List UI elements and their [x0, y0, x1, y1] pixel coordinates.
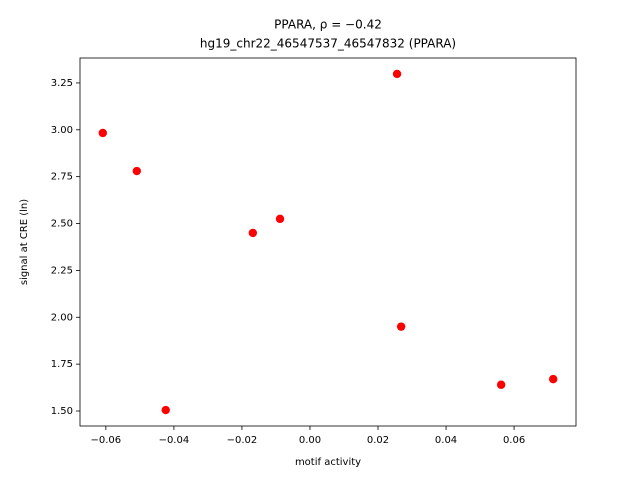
y-axis-label: signal at CRE (ln): [19, 199, 30, 285]
point: [275, 214, 285, 224]
point: [161, 405, 170, 415]
point: [496, 380, 506, 389]
y-tick-label: 1.75: [51, 359, 73, 370]
point: [132, 166, 142, 176]
x-tick-label: 0.06: [503, 435, 525, 446]
x-tick-label: −0.06: [91, 435, 122, 446]
chart-title: PPARA, ρ = −0.42: [274, 18, 382, 32]
point: [392, 69, 402, 79]
point: [98, 128, 107, 138]
x-axis-label: motif activity: [295, 457, 361, 468]
y-tick-label: 2.50: [51, 219, 73, 230]
x-tick-label: 0.04: [435, 435, 457, 446]
y-tick-label: 2.25: [51, 265, 73, 276]
x-tick-label: −0.04: [159, 435, 190, 446]
y-tick-label: 2.75: [51, 172, 73, 183]
point: [396, 322, 406, 331]
x-tick-label: 0.02: [367, 435, 389, 446]
chart-subtitle: hg19_chr22_46547537_46547832 (PPARA): [200, 37, 456, 51]
x-tick-label: −0.02: [227, 435, 258, 446]
x-tick-label: 0.00: [299, 435, 321, 446]
point: [248, 228, 258, 238]
y-tick-label: 1.50: [51, 406, 73, 417]
point: [549, 374, 558, 384]
y-tick-label: 3.00: [51, 125, 73, 136]
y-tick-label: 2.00: [51, 312, 73, 323]
plot-frame: [79, 57, 577, 427]
y-tick-label: 3.25: [51, 78, 73, 89]
